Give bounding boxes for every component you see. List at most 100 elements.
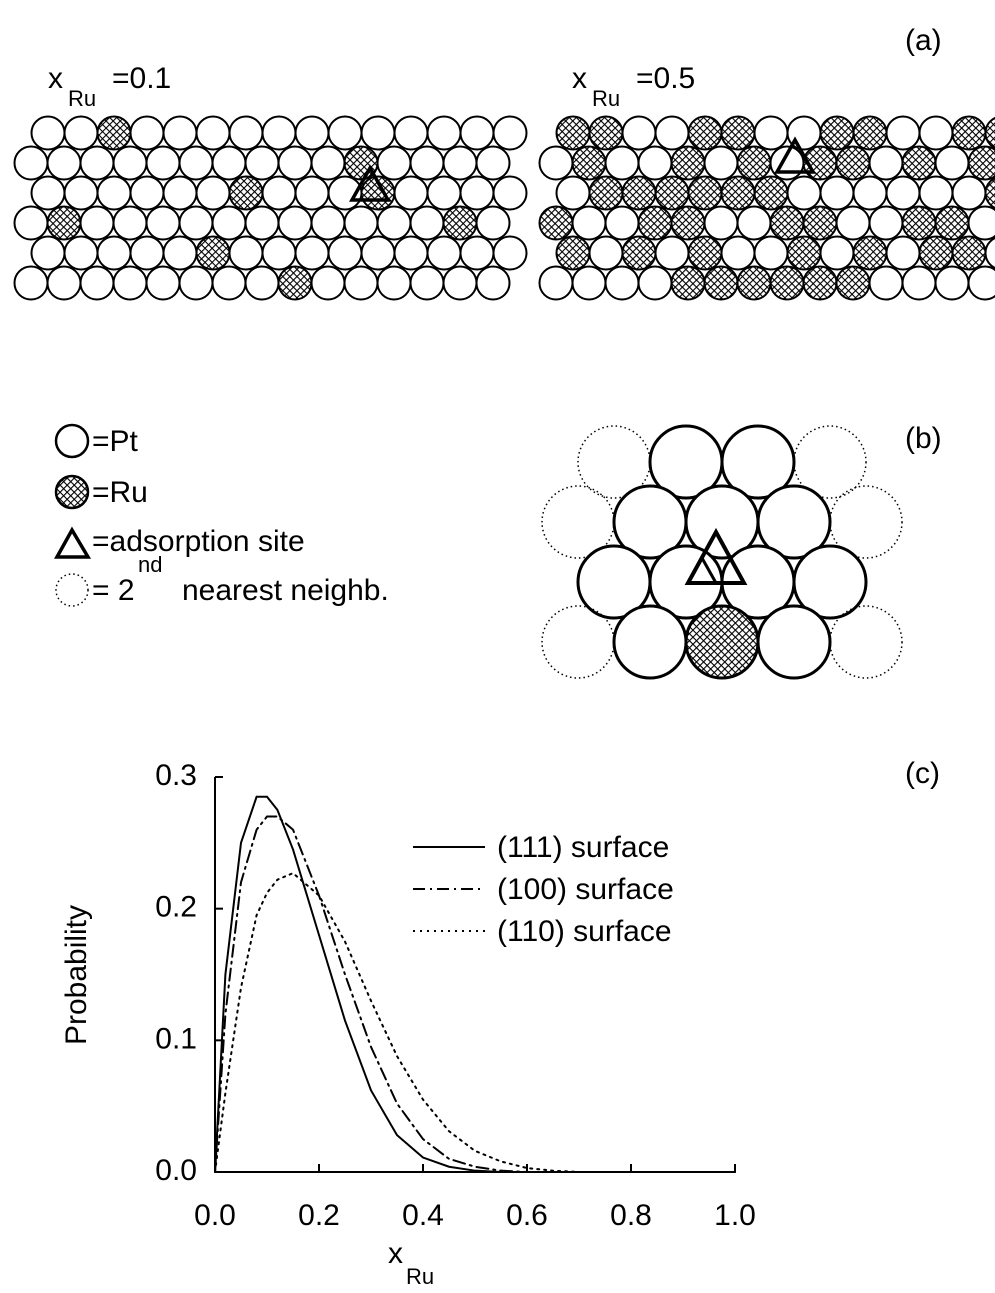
pt-atom: [459, 115, 495, 151]
pt-atom: [571, 265, 607, 301]
pt-atom: [294, 175, 330, 211]
ru-atom: [588, 115, 624, 151]
ru-atom: [571, 145, 607, 181]
legend-text: =adsorption site: [92, 525, 305, 558]
legend-symbols: [54, 423, 92, 607]
title-value: =0.5: [636, 62, 695, 95]
pt-atom: [393, 235, 429, 271]
pt-atom: [571, 205, 607, 241]
ru-atom: [967, 145, 995, 181]
pt-atom: [475, 205, 511, 241]
pt-atom: [63, 115, 99, 151]
legend-label: (111) surface: [497, 831, 669, 864]
pt-atom: [277, 145, 313, 181]
pt-atom: [327, 115, 363, 151]
ru-atom: [720, 175, 756, 211]
pt-atom: [393, 175, 429, 211]
pt-atom: [885, 115, 921, 151]
pt-atom: [426, 235, 462, 271]
title-x: x: [48, 62, 63, 95]
pt-atom: [621, 115, 657, 151]
neighbor-atom: [829, 485, 903, 559]
pt-atom: [79, 145, 115, 181]
ru-atom: [720, 115, 756, 151]
pt-atom: [538, 145, 574, 181]
pt-atom: [753, 115, 789, 151]
pt-atom: [112, 145, 148, 181]
pt-atom: [604, 265, 640, 301]
pt-atom: [901, 265, 937, 301]
pt-atom: [475, 265, 511, 301]
neighbor-atom: [793, 425, 867, 499]
pt-atom: [112, 205, 148, 241]
y-tick-label: 0.1: [155, 1022, 197, 1055]
ru-atom: [670, 145, 706, 181]
pt-atom: [588, 235, 624, 271]
pt-atom: [934, 265, 970, 301]
pt-atom: [459, 235, 495, 271]
pt-atom: [967, 265, 995, 301]
pt-atom: [162, 235, 198, 271]
lattice-left: [13, 115, 528, 301]
pt-atom: [310, 145, 346, 181]
pt-atom: [492, 175, 528, 211]
pt-atom: [13, 265, 49, 301]
pt-atom: [393, 115, 429, 151]
pt-atom: [612, 604, 688, 680]
pt-atom: [145, 205, 181, 241]
pt-atom: [868, 265, 904, 301]
y-axis-label: Probability: [60, 905, 93, 1045]
ru-atom: [670, 265, 706, 301]
ru-atom: [670, 205, 706, 241]
pt-atom: [756, 604, 832, 680]
pt-atom: [868, 145, 904, 181]
pt-atom: [736, 205, 772, 241]
ru-atom: [687, 115, 723, 151]
pt-atom: [261, 115, 297, 151]
ru-atom: [819, 115, 855, 151]
ru-atom: [703, 265, 739, 301]
ru-atom: [769, 265, 805, 301]
ru-atom: [934, 205, 970, 241]
pt-atom: [459, 175, 495, 211]
ru-atom: [736, 145, 772, 181]
pt-atom: [129, 175, 165, 211]
line-series: [214, 815, 736, 1173]
pt-atom: [79, 265, 115, 301]
pt-atom: [442, 265, 478, 301]
pt-atom: [819, 235, 855, 271]
pt-atom: [835, 205, 871, 241]
legend-label: (110) surface: [497, 915, 672, 948]
pt-atom: [360, 235, 396, 271]
line-series: [214, 871, 736, 1173]
ru-atom: [555, 235, 591, 271]
ru-atom: [621, 175, 657, 211]
ru-atom: [901, 145, 937, 181]
x-axis-label: x: [388, 1237, 403, 1270]
pt-atom: [129, 235, 165, 271]
ru-atom: [802, 265, 838, 301]
ru-atom: [195, 235, 231, 271]
ru-atom: [228, 175, 264, 211]
legend-sup: nd: [138, 552, 162, 577]
ru-atom: [786, 235, 822, 271]
chart: 0.0 0.1 0.2 0.3 0.0 0.2 0.4 0.6 0.8 1.0 xRu Probabi…: [60, 759, 756, 1289]
pt-atom: [211, 145, 247, 181]
ru-atom: [769, 205, 805, 241]
pt-atom: [934, 145, 970, 181]
pt-atom: [13, 205, 49, 241]
ru-atom: [984, 116, 995, 150]
pt-atom: [195, 115, 231, 151]
ru-atom: [852, 235, 888, 271]
pt-atom: [492, 115, 528, 151]
pt-atom: [360, 115, 396, 151]
pt-atom: [30, 115, 66, 151]
adsorption-site: [700, 557, 718, 584]
pt-atom: [13, 145, 49, 181]
pt-atom: [792, 544, 868, 620]
pt-atom: [244, 145, 280, 181]
ru-atom: [835, 265, 871, 301]
ru-atom: [684, 604, 760, 680]
pt-atom: [852, 175, 888, 211]
